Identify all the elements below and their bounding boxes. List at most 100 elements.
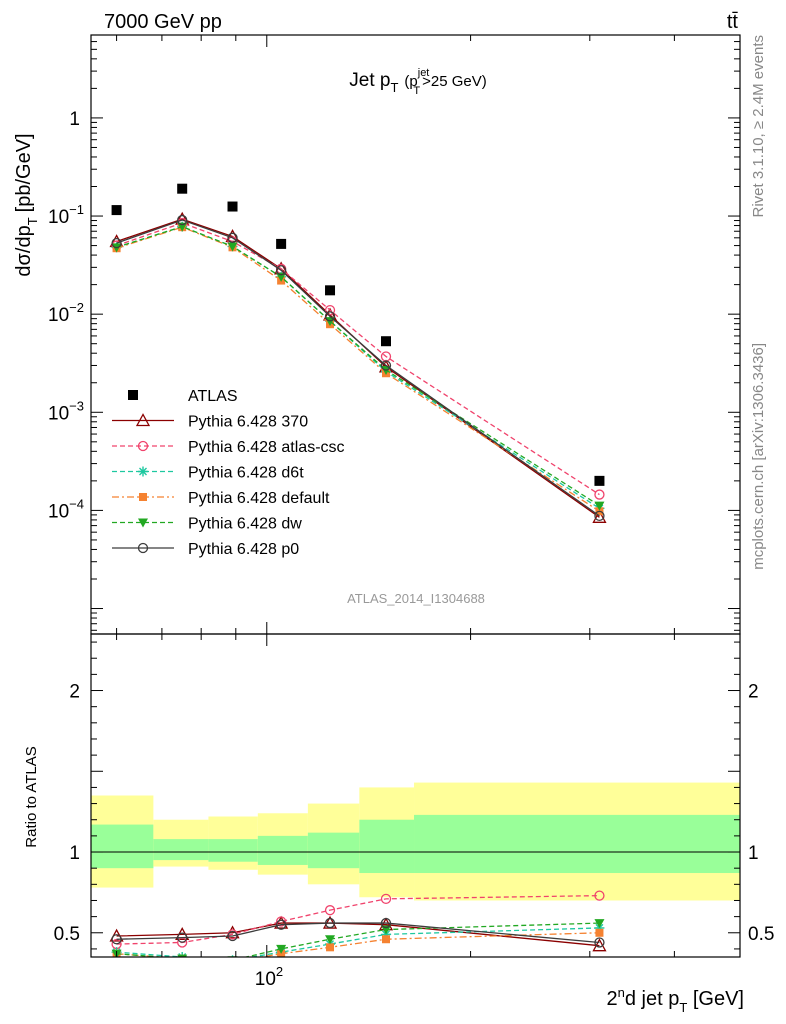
ratio-y-tick-label-right: 1: [748, 843, 759, 864]
xlabel-sub: T: [679, 1000, 687, 1015]
main-series-point: [594, 489, 605, 500]
main-y-tick-label: 1: [69, 109, 80, 130]
legend-marker: [137, 440, 149, 452]
legend-label: Pythia 6.428 370: [188, 414, 308, 431]
legend-marker: [138, 466, 148, 477]
ratio-uncertainty-bands: [91, 782, 740, 901]
xlabel-b: d jet p: [625, 988, 679, 1010]
ratio-band-inner: [307, 832, 360, 869]
main-series-point: [177, 222, 188, 232]
ylabel-main: dσ/dp: [13, 225, 35, 276]
analysis-watermark: ATLAS_2014_I1304688: [347, 591, 485, 606]
ratio-series-point: [276, 944, 287, 954]
ratio-band-inner: [257, 835, 308, 865]
legend-marker: [135, 413, 151, 427]
main-series-point: [227, 232, 238, 243]
main-y-tick-label: 10−3: [48, 398, 84, 424]
xlabel-a: 2: [607, 988, 618, 1010]
ratio-series-point: [594, 937, 605, 948]
ratio-series-point: [325, 935, 336, 945]
x-tick-label: 102: [255, 964, 283, 990]
main-series-line: [116, 219, 600, 517]
legend-marker: [137, 542, 149, 554]
ratio-y-tick-label-right: 2: [748, 682, 759, 703]
title-paren-open: (p: [404, 73, 417, 90]
x-axis-label: 2nd jet pT [GeV]: [607, 985, 745, 1015]
ratio-series-point: [326, 943, 335, 952]
ratio-band-inner: [414, 814, 740, 874]
legend: ATLAS Pythia 6.428 370 Pythia 6.428 atlas-…: [112, 388, 345, 558]
legend-marker: [138, 518, 148, 528]
main-series-point: [380, 360, 392, 371]
ratio-series-point: [111, 934, 122, 945]
ratio-series-line: [116, 922, 600, 947]
header-right-label: tt̄: [727, 11, 739, 33]
main-series-point: [227, 242, 238, 252]
ratio-series-point: [594, 890, 605, 901]
legend-label: Pythia 6.428 d6t: [188, 465, 304, 482]
atlas-data-point: [325, 285, 336, 296]
header-left-label: 7000 GeV pp: [104, 11, 222, 33]
atlas-data-point: [594, 475, 605, 486]
legend-marker: [139, 493, 147, 501]
ratio-series-point: [177, 932, 188, 943]
ratio-series-line: [116, 927, 600, 957]
ratio-series-point: [177, 954, 188, 957]
ratio-series-point: [380, 893, 392, 905]
ratio-series-point: [227, 930, 238, 942]
title-sub: T: [390, 80, 398, 95]
main-plot-title: Jet pT (pjet T>25 GeV): [349, 67, 486, 97]
ratio-series-point: [594, 919, 605, 929]
ratio-frame: [90, 633, 741, 958]
title-sub2: T: [413, 85, 420, 97]
main-series-point: [275, 265, 287, 276]
ratio-series-point: [324, 905, 336, 916]
ratio-series-point: [595, 928, 604, 937]
title-paren-close: >25 GeV): [422, 73, 487, 90]
legend-label-data: ATLAS: [188, 388, 238, 405]
ratio-band-inner: [153, 839, 209, 861]
ratio-series-point: [380, 917, 392, 929]
legend-label: Pythia 6.428 atlas-csc: [188, 439, 345, 456]
ratio-y-tick-label-left: 0.5: [54, 924, 80, 945]
ratio-y-tick-label-left: 1: [69, 843, 80, 864]
main-series-point: [324, 311, 336, 322]
ratio-series-point: [229, 958, 237, 966]
ratio-y-axis-label: Ratio to ATLAS: [23, 746, 40, 847]
ratio-y-tick-label-left: 2: [69, 682, 80, 703]
xlabel-sup: n: [618, 985, 625, 1000]
ratio-band-inner: [91, 824, 154, 869]
main-series-point: [594, 501, 605, 511]
ratio-series-line: [116, 922, 600, 944]
main-y-tick-label: 10−2: [48, 300, 84, 326]
main-series-point: [324, 304, 336, 316]
main-curves: [109, 211, 607, 523]
ratio-series-point: [275, 919, 287, 930]
legend-label: Pythia 6.428 default: [188, 490, 330, 507]
ratio-panel: 102 0.5 0.5 1 1 2 2: [54, 35, 774, 990]
atlas-data-point: [227, 201, 238, 212]
main-y-tick-label: 10−4: [48, 496, 84, 522]
title-main: Jet p: [349, 70, 390, 91]
main-series-point: [594, 510, 605, 522]
ratio-series-point: [381, 935, 390, 944]
ratio-series-point: [592, 938, 607, 952]
main-series-point: [276, 272, 287, 282]
legend-label: Pythia 6.428 dw: [188, 516, 302, 533]
rivet-label: Rivet 3.1.10, ≥ 2.4M events: [750, 35, 767, 218]
ratio-curves: [109, 890, 607, 966]
atlas-data-point: [276, 238, 287, 249]
main-series-line: [116, 222, 600, 496]
main-series-point: [177, 214, 188, 226]
legend-marker-data: [128, 390, 138, 400]
ylabel-sub: T: [25, 217, 40, 225]
ratio-y-tick-label-right: 0.5: [748, 924, 774, 945]
xlabel-unit: [GeV]: [687, 988, 744, 1010]
main-y-tick-label: 10−1: [48, 202, 84, 228]
main-series-point: [592, 509, 607, 523]
ratio-band-inner: [359, 819, 415, 874]
main-series-point: [111, 237, 122, 249]
legend-label: Pythia 6.428 p0: [188, 541, 299, 558]
atlas-data-point: [380, 336, 391, 347]
